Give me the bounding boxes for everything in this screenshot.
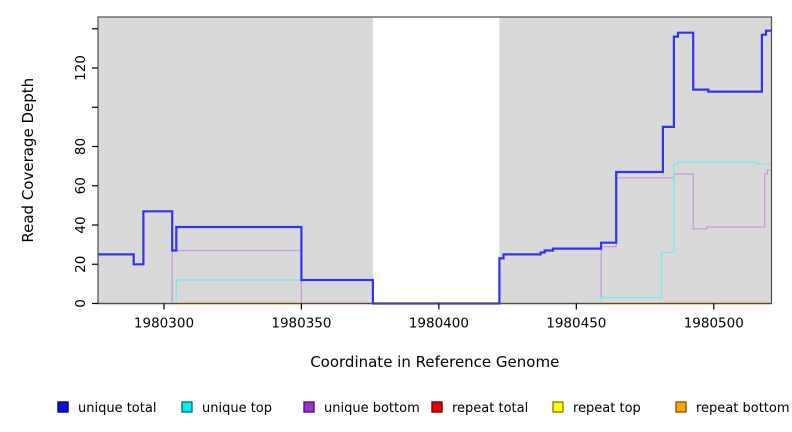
x-tick-label: 1980350 xyxy=(271,316,331,332)
plot-border xyxy=(97,16,773,305)
series-line-unique-top xyxy=(98,161,772,305)
legend-label-unique-bottom: unique bottom xyxy=(324,401,420,416)
legend-item-repeat-bottom: repeat bottom xyxy=(675,401,790,416)
legend-label-repeat-bottom: repeat bottom xyxy=(696,401,790,416)
x-axis-title: Coordinate in Reference Genome xyxy=(310,353,559,371)
legend-swatch-unique-total xyxy=(57,401,69,413)
legend-item-unique-bottom: unique bottom xyxy=(303,401,420,416)
x-tick-label: 1980300 xyxy=(134,316,194,332)
legend-label-unique-top: unique top xyxy=(202,401,272,416)
y-tick-label: 0 xyxy=(73,299,89,308)
y-tick-label: 80 xyxy=(73,138,89,155)
legend-label-repeat-top: repeat top xyxy=(573,401,641,416)
x-tick-label: 1980400 xyxy=(409,316,469,332)
legend-item-unique-top: unique top xyxy=(181,401,272,416)
legend-swatch-repeat-bottom xyxy=(675,401,687,413)
legend-label-repeat-total: repeat total xyxy=(452,401,528,416)
legend-label-unique-total: unique total xyxy=(78,401,156,416)
x-tick-label: 1980500 xyxy=(684,316,744,332)
x-tick-label: 1980450 xyxy=(546,316,606,332)
legend-item-repeat-top: repeat top xyxy=(552,401,641,416)
legend-item-unique-total: unique total xyxy=(57,401,156,416)
legend-swatch-repeat-top xyxy=(552,401,564,413)
series-line-unique-total xyxy=(98,29,772,305)
legend-item-repeat-total: repeat total xyxy=(431,401,528,416)
legend-swatch-repeat-total xyxy=(431,401,443,413)
y-tick-label: 120 xyxy=(73,55,89,81)
y-tick-label: 40 xyxy=(73,216,89,233)
y-tick-label: 20 xyxy=(73,256,89,273)
legend-swatch-unique-top xyxy=(181,401,193,413)
legend-swatch-unique-bottom xyxy=(303,401,315,413)
y-tick-label: 60 xyxy=(73,177,89,194)
no-data-region xyxy=(372,17,500,304)
y-axis-title: Read Coverage Depth xyxy=(19,78,37,243)
